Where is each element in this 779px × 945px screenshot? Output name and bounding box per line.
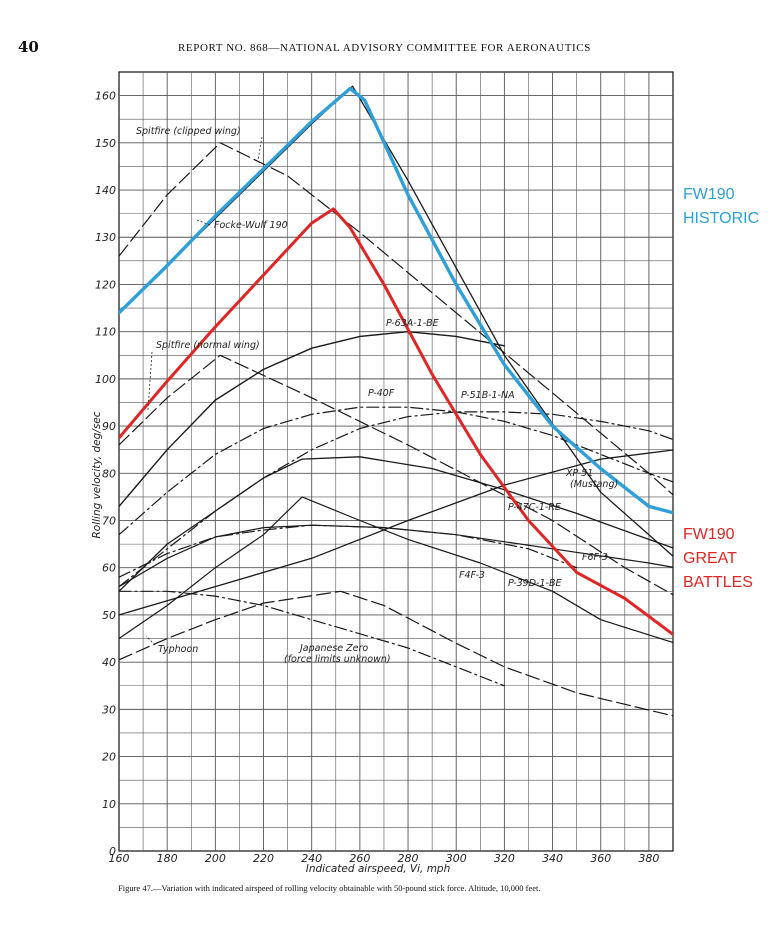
page-number: 40 bbox=[18, 38, 39, 56]
label-japanese-zero: Japanese Zero bbox=[298, 643, 368, 654]
label-focke-wulf-190: Focke-Wulf 190 bbox=[214, 220, 288, 231]
y-tick-label: 140 bbox=[95, 184, 116, 197]
label-p47: P-47C-1-RE bbox=[508, 502, 561, 513]
label-p51b: P-51B-1-NA bbox=[461, 390, 515, 401]
y-tick-label: 0 bbox=[109, 845, 116, 858]
plot-frame bbox=[118, 71, 674, 852]
overlay-great-line1: FW190 bbox=[683, 526, 735, 543]
y-tick-label: 130 bbox=[95, 231, 116, 244]
y-axis-label: Rolling velocity, deg/sec bbox=[91, 411, 103, 538]
overlay-great-line2: GREAT bbox=[683, 550, 737, 567]
y-axis-title: Rolling velocity, deg/sec bbox=[91, 411, 103, 538]
chart-annotations: Spitfire (clipped wing) Focke-Wulf 190 S… bbox=[136, 126, 618, 665]
series-line-f4f-3 bbox=[119, 524, 578, 578]
y-tick-label: 70 bbox=[102, 515, 116, 528]
series-line-p-63a-1-be bbox=[119, 331, 506, 508]
chart-ticks: 160 180 200 220 240 260 280 300 320 340 360 380 0 10 2… bbox=[95, 90, 659, 865]
series-line-fw190-great-battles bbox=[119, 207, 673, 637]
chart-series bbox=[119, 85, 673, 717]
series-line-p-39d-1-be bbox=[119, 496, 673, 644]
y-tick-label: 20 bbox=[102, 751, 116, 764]
label-f4f: F4F-3 bbox=[459, 570, 485, 581]
x-tick-label: 300 bbox=[446, 852, 467, 865]
series-line-spitfire-clipped-wing bbox=[119, 142, 673, 496]
y-tick-label: 10 bbox=[102, 798, 116, 811]
overlay-historic-line2: HISTORIC bbox=[683, 210, 759, 227]
overlay-labels: FW190 HISTORIC FW190 GREAT BATTLES bbox=[683, 186, 759, 591]
series-line-spitfire-normal-wing bbox=[119, 354, 673, 596]
series-line-fw190-historic bbox=[119, 86, 673, 515]
y-tick-label: 150 bbox=[95, 137, 116, 150]
x-tick-label: 260 bbox=[349, 852, 370, 865]
y-tick-label: 40 bbox=[102, 656, 116, 669]
x-tick-label: 180 bbox=[157, 852, 178, 865]
x-tick-label: 200 bbox=[205, 852, 226, 865]
x-tick-label: 280 bbox=[398, 852, 419, 865]
overlay-historic-line1: FW190 bbox=[683, 186, 735, 203]
label-spitfire-normal: Spitfire (normal wing) bbox=[156, 340, 260, 351]
label-p39: P-39D-1-BE bbox=[508, 578, 561, 589]
y-tick-label: 110 bbox=[95, 326, 116, 339]
label-mustang: (Mustang) bbox=[570, 479, 618, 490]
label-spitfire-clipped: Spitfire (clipped wing) bbox=[136, 126, 241, 137]
leader-spitfire-clipped bbox=[257, 136, 263, 161]
series-line-xp-51-mustang bbox=[119, 449, 673, 616]
x-tick-label: 220 bbox=[253, 852, 274, 865]
series-line-p-47c-1-re bbox=[119, 456, 673, 592]
x-tick-label: 360 bbox=[590, 852, 611, 865]
y-tick-label: 80 bbox=[102, 467, 116, 480]
label-p40: P-40F bbox=[368, 388, 395, 399]
label-f6f: F6F-3 bbox=[582, 552, 608, 563]
y-tick-label: 50 bbox=[102, 609, 116, 622]
x-tick-label: 340 bbox=[542, 852, 563, 865]
figure-caption: Figure 47.—Variation with indicated airs… bbox=[118, 883, 541, 893]
x-axis-label: Indicated airspeed, Vi, mph bbox=[306, 863, 451, 875]
x-tick-label: 320 bbox=[494, 852, 515, 865]
report-header: REPORT NO. 868—NATIONAL ADVISORY COMMITT… bbox=[178, 42, 591, 54]
y-tick-label: 90 bbox=[102, 420, 116, 433]
series-line-p-40f bbox=[119, 406, 673, 536]
y-tick-label: 160 bbox=[95, 90, 116, 103]
x-tick-label: 380 bbox=[638, 852, 659, 865]
leader-spitfire-normal bbox=[147, 351, 153, 411]
y-tick-label: 60 bbox=[102, 562, 116, 575]
leader-typhoon bbox=[145, 635, 156, 646]
label-zero-force-limits: (force limits unknown) bbox=[284, 654, 391, 665]
series-line-typhoon bbox=[119, 590, 673, 717]
series-line-japanese-zero-force-limits-unknown bbox=[119, 590, 505, 687]
x-tick-label: 240 bbox=[301, 852, 322, 865]
chart-grid bbox=[118, 71, 674, 852]
overlay-great-line3: BATTLES bbox=[683, 574, 753, 591]
y-tick-label: 120 bbox=[95, 278, 116, 291]
y-tick-label: 100 bbox=[95, 373, 116, 386]
y-tick-label: 30 bbox=[102, 703, 116, 716]
label-p63: P-63A-1-BE bbox=[386, 318, 439, 329]
label-xp51: XP-51 bbox=[565, 468, 593, 479]
label-typhoon: Typhoon bbox=[158, 644, 198, 655]
x-tick-label: 160 bbox=[109, 852, 130, 865]
